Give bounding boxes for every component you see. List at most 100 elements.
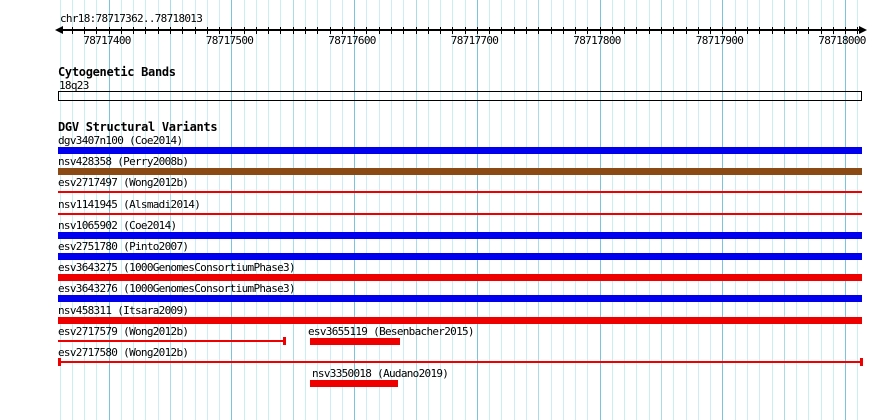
- gridline: [710, 0, 712, 420]
- gridline: [624, 0, 626, 420]
- variant-span-line[interactable]: [58, 339, 284, 342]
- ruler-tick: [538, 27, 540, 34]
- variant-bar[interactable]: [58, 231, 862, 239]
- gridline: [157, 0, 159, 420]
- variant-end-tick[interactable]: [58, 358, 61, 366]
- gridline: [206, 0, 208, 420]
- ruler-tick: [390, 27, 392, 34]
- variant-span-line[interactable]: [58, 361, 861, 363]
- gridline: [722, 0, 724, 420]
- ruler-tick: [697, 27, 699, 34]
- ruler-tick: [783, 27, 785, 34]
- variant-span-line[interactable]: [58, 191, 862, 194]
- ruler-tick: [832, 27, 834, 34]
- variant-span-line[interactable]: [58, 212, 862, 215]
- variant-label[interactable]: nsv1065902 (Coe2014): [58, 218, 177, 232]
- variant-label[interactable]: nsv458311 (Itsara2009): [58, 303, 189, 317]
- gridline: [427, 0, 429, 420]
- variant-bar[interactable]: [310, 380, 398, 388]
- ruler-tick: [120, 27, 122, 34]
- gridline: [648, 0, 650, 420]
- ruler-tick: [427, 27, 429, 34]
- ruler-tick: [661, 27, 663, 34]
- variant-bar[interactable]: [310, 337, 400, 345]
- gridline: [390, 0, 392, 420]
- ruler-tick: [292, 27, 294, 34]
- variant-bar[interactable]: [58, 295, 862, 303]
- ruler-coordinate-label: 78717400: [83, 34, 131, 47]
- ruler-tick: [268, 27, 270, 34]
- ruler-tick: [611, 27, 613, 34]
- gridline: [268, 0, 270, 420]
- ruler-tick: [489, 27, 491, 34]
- ruler-tick: [231, 27, 233, 34]
- gridline: [194, 0, 196, 420]
- gridline: [734, 0, 736, 420]
- variant-label[interactable]: nsv1141945 (Alsmadi2014): [58, 197, 201, 211]
- variant-label[interactable]: esv2717497 (Wong2012b): [58, 176, 189, 190]
- variant-label[interactable]: nsv428358 (Perry2008b): [58, 155, 189, 169]
- ruler-tick: [722, 27, 724, 34]
- ruler-tick: [710, 27, 712, 34]
- ruler-tick: [464, 27, 466, 34]
- gridline: [292, 0, 294, 420]
- region-label: chr18:78717362..78718013: [60, 12, 203, 25]
- variant-bar[interactable]: [58, 168, 862, 176]
- ruler-tick: [796, 27, 798, 34]
- variant-bar[interactable]: [58, 253, 862, 260]
- ruler-tick: [354, 27, 356, 34]
- variant-bar[interactable]: [58, 274, 862, 282]
- variant-label[interactable]: esv3643276 (1000GenomesConsortiumPhase3): [58, 282, 296, 296]
- gridline: [587, 0, 589, 420]
- ruler-axis-line: [58, 29, 864, 31]
- variant-label[interactable]: esv2751780 (Pinto2007): [58, 240, 189, 253]
- variant-end-tick[interactable]: [860, 358, 863, 366]
- ruler-tick: [145, 27, 147, 34]
- gridline: [378, 0, 380, 420]
- variant-label[interactable]: dgv3407n100 (Coe2014): [58, 134, 183, 147]
- gridline: [513, 0, 515, 420]
- ruler-tick: [96, 27, 98, 34]
- ruler-tick: [746, 27, 748, 34]
- ruler-tick: [219, 27, 221, 34]
- ruler-tick: [808, 27, 810, 34]
- ruler-tick: [194, 27, 196, 34]
- variant-bar[interactable]: [58, 316, 862, 324]
- ruler-tick: [624, 27, 626, 34]
- variant-label[interactable]: esv2717580 (Wong2012b): [58, 346, 189, 359]
- gridline: [489, 0, 491, 420]
- gridline: [71, 0, 73, 420]
- ruler-tick: [501, 27, 503, 34]
- ruler-tick: [366, 27, 368, 34]
- gridline: [550, 0, 552, 420]
- variant-label[interactable]: esv3643275 (1000GenomesConsortiumPhase3): [58, 261, 296, 275]
- gridline: [133, 0, 135, 420]
- gridline: [746, 0, 748, 420]
- ruler-tick: [305, 27, 307, 34]
- ruler-tick: [440, 27, 442, 34]
- ruler-tick: [329, 27, 331, 34]
- gridline: [562, 0, 564, 420]
- variant-label[interactable]: esv3655119 (Besenbacher2015): [308, 324, 475, 338]
- gridline: [366, 0, 368, 420]
- variant-bar[interactable]: [58, 147, 862, 154]
- gridline: [182, 0, 184, 420]
- ruler-tick: [562, 27, 564, 34]
- ruler-coordinate-label: 78718000: [818, 34, 866, 47]
- variant-label[interactable]: esv2717579 (Wong2012b): [58, 324, 189, 338]
- gridline: [305, 0, 307, 420]
- gridline: [771, 0, 773, 420]
- ruler-tick: [771, 27, 773, 34]
- gridline: [96, 0, 98, 420]
- ruler-tick: [169, 27, 171, 34]
- ruler-tick: [673, 27, 675, 34]
- ruler-tick: [513, 27, 515, 34]
- gridline: [403, 0, 405, 420]
- variant-label[interactable]: nsv3350018 (Audano2019): [312, 367, 449, 381]
- ruler-coordinate-label: 78717800: [573, 34, 621, 47]
- variant-end-tick[interactable]: [283, 336, 286, 345]
- gridline: [636, 0, 638, 420]
- gridline: [329, 0, 331, 420]
- gridline: [808, 0, 810, 420]
